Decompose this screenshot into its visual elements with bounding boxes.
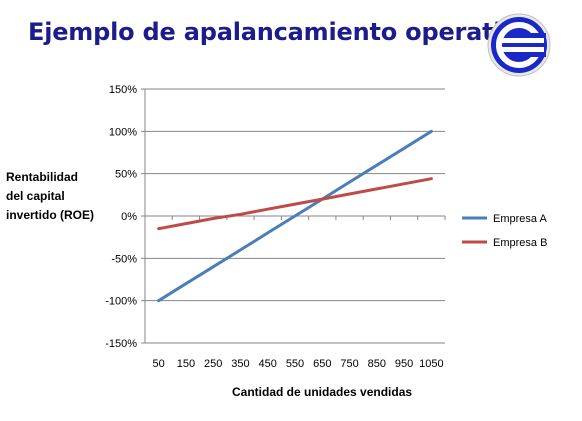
series-line-empresa-b — [157, 177, 433, 231]
x-tick-label: 350 — [231, 358, 249, 370]
y-tick-label: -50% — [111, 253, 137, 265]
y-axis-label: Rentabilidad del capital invertido (ROE) — [6, 168, 94, 225]
x-tick-label: 250 — [204, 358, 222, 370]
x-tick-label: 150 — [177, 358, 195, 370]
x-tick-label: 750 — [340, 358, 358, 370]
x-tick-label: 450 — [259, 358, 277, 370]
x-axis-label: Cantidad de unidades vendidas — [232, 385, 413, 399]
legend-label: Empresa B — [493, 237, 547, 249]
x-tick-label: 950 — [395, 358, 413, 370]
y-tick-label: 50% — [115, 169, 137, 181]
legend-label: Empresa A — [493, 213, 547, 225]
y-tick-label: -100% — [105, 296, 137, 308]
y-tick-label: -150% — [105, 338, 137, 350]
y-axis-label-line-3: invertido (ROE) — [6, 208, 95, 222]
y-tick-label: 0% — [121, 211, 137, 223]
y-tick-label: 100% — [109, 126, 137, 138]
y-tick-label: 150% — [109, 84, 137, 96]
x-tick-label: 650 — [313, 358, 331, 370]
y-axis-label-line-2: del capital — [6, 189, 65, 203]
slide-title: Ejemplo de apalancamiento operativo — [28, 18, 534, 46]
x-tick-label: 1050 — [419, 358, 443, 370]
x-tick-label: 850 — [368, 358, 386, 370]
x-tick-label: 550 — [286, 358, 304, 370]
x-tick-label: 50 — [153, 358, 165, 370]
y-axis-label-line-1: Rentabilidad — [6, 170, 79, 184]
euro-circle-logo-icon — [487, 13, 551, 77]
